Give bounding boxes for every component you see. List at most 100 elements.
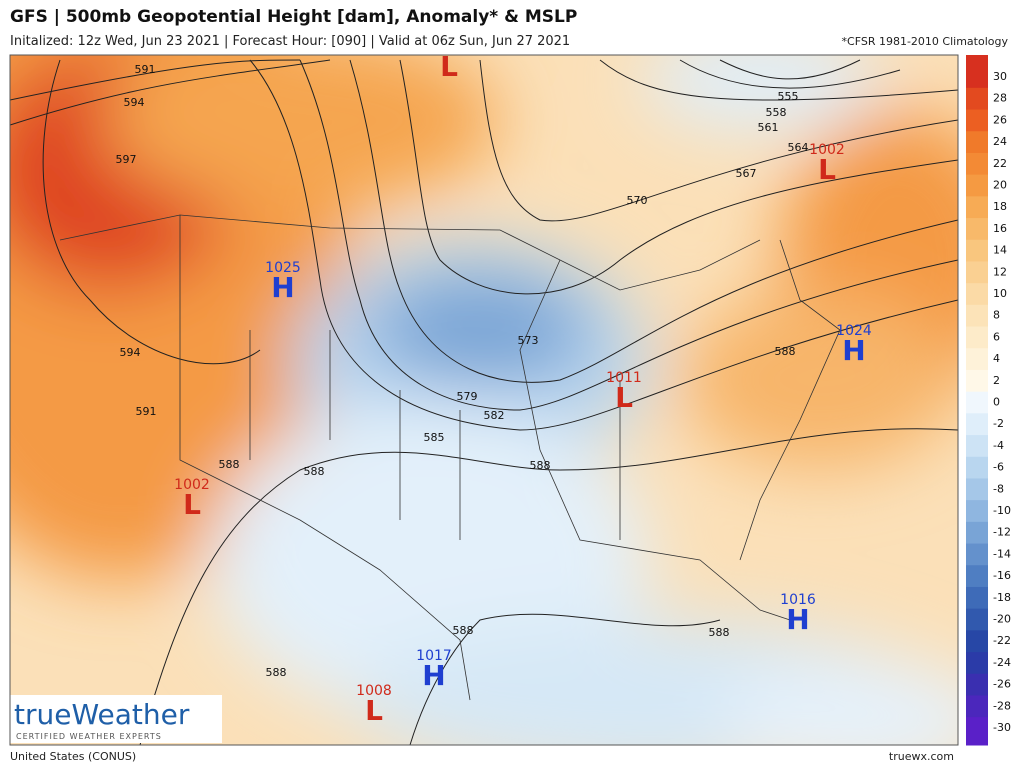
colorbar-segment (966, 109, 988, 132)
colorbar-label: 22 (993, 157, 1007, 170)
logo-name: trueWeather (14, 698, 190, 731)
pressure-value: 1002 (174, 477, 210, 493)
contour-label: 558 (766, 106, 787, 119)
colorbar-segment (966, 55, 988, 89)
colorbar-label: 18 (993, 200, 1007, 213)
pressure-value: 1017 (416, 648, 452, 664)
colorbar-label: 16 (993, 222, 1007, 235)
contour-label: 588 (266, 666, 287, 679)
colorbar-segment (966, 652, 988, 675)
colorbar-segment (966, 174, 988, 197)
colorbar-segment (966, 586, 988, 610)
colorbar-label: 8 (993, 309, 1000, 322)
pressure-value: 1016 (780, 592, 816, 608)
contour-label: 588 (219, 458, 240, 471)
contour-label: 591 (135, 63, 156, 76)
colorbar: 302826242220181614121086420-2-4-6-8-10-1… (966, 55, 1011, 746)
colorbar-label: 0 (993, 396, 1000, 409)
borders (59, 214, 841, 701)
colorbar-segment (966, 326, 988, 349)
contour-label: 588 (530, 459, 551, 472)
colorbar-segment (966, 196, 988, 219)
colorbar-segment (966, 543, 988, 566)
colorbar-segment (966, 369, 988, 393)
contour-label: 588 (304, 465, 325, 478)
colorbar-label: -26 (993, 678, 1011, 691)
contour-label: 570 (627, 194, 648, 207)
title: GFS | 500mb Geopotential Height [dam], A… (10, 7, 577, 27)
colorbar-label: -8 (993, 482, 1004, 495)
colorbar-label: -20 (993, 613, 1011, 626)
colorbar-label: -24 (993, 656, 1011, 669)
pressure-symbol: L (818, 153, 836, 186)
colorbar-label: 30 (993, 70, 1007, 83)
contour-label: 591 (136, 405, 157, 418)
colorbar-label: 6 (993, 330, 1000, 343)
pressure-symbol: L (183, 488, 201, 521)
contour-label: 585 (424, 431, 445, 444)
colorbar-label: -4 (993, 439, 1004, 452)
contour-label: 588 (709, 626, 730, 639)
contour-labels: 591 594 597 570 555 558 561 564 567 573 579 582 585 5… (116, 63, 809, 679)
contour-label: 573 (518, 334, 539, 347)
colorbar-segment (966, 131, 988, 154)
colorbar-segment (966, 608, 988, 631)
pressure-symbol: H (422, 659, 445, 692)
colorbar-label: 26 (993, 113, 1007, 126)
map-frame (9, 54, 959, 746)
colorbar-segment (966, 413, 988, 436)
colorbar-label: 2 (993, 374, 1000, 387)
colorbar-label: 10 (993, 287, 1007, 300)
pressure-value: 1025 (265, 260, 301, 276)
colorbar-label: 28 (993, 92, 1007, 105)
colorbar-segment (966, 435, 988, 458)
contour-label: 588 (453, 624, 474, 637)
pressure-value: 1011 (606, 370, 642, 386)
colorbar-label: 14 (993, 244, 1007, 257)
colorbar-segment (966, 304, 988, 328)
colorbar-label: 4 (993, 352, 1000, 365)
colorbar-segment (966, 87, 988, 111)
colorbar-label: -30 (993, 721, 1011, 734)
contour-label: 582 (484, 409, 505, 422)
footer-region: United States (CONUS) (10, 750, 136, 763)
footer-site: truewx.com (889, 750, 954, 763)
colorbar-segment (966, 695, 988, 718)
colorbar-label: -18 (993, 591, 1011, 604)
colorbar-label: -10 (993, 504, 1011, 517)
colorbar-label: 24 (993, 135, 1007, 148)
pressure-symbol: L (615, 381, 633, 414)
colorbar-label: -16 (993, 569, 1011, 582)
subtitle: Initalized: 12z Wed, Jun 23 2021 | Forec… (10, 34, 570, 49)
colorbar-label: -12 (993, 526, 1011, 539)
colorbar-segment (966, 717, 988, 746)
contour-label: 597 (116, 153, 137, 166)
colorbar-label: -22 (993, 634, 1011, 647)
pressure-symbol: H (842, 334, 865, 367)
colorbar-segment (966, 261, 988, 284)
pressure-symbol: H (271, 271, 294, 304)
colorbar-segment (966, 521, 988, 545)
contour-label: 594 (124, 96, 145, 109)
colorbar-segment (966, 673, 988, 696)
colorbar-label: 20 (993, 179, 1007, 192)
colorbar-segment (966, 218, 988, 241)
colorbar-label: -14 (993, 547, 1011, 560)
contour-label: 579 (457, 390, 478, 403)
pressure-systems: 1025H1010L1002L1024H1011L1002L1016H1017H… (174, 55, 872, 727)
contour-label: 561 (758, 121, 779, 134)
colorbar-segment (966, 565, 988, 588)
pressure-value: 1002 (809, 142, 845, 158)
pressure-value: 1024 (836, 323, 872, 339)
colorbar-segment (966, 283, 988, 306)
colorbar-label: -28 (993, 699, 1011, 712)
colorbar-segment (966, 239, 988, 262)
pressure-value: 1008 (356, 683, 392, 699)
logo-box (10, 695, 222, 743)
pressure-symbol: L (365, 694, 383, 727)
colorbar-segment (966, 630, 988, 653)
colorbar-segment (966, 152, 988, 176)
logo-tagline: CERTIFIED WEATHER EXPERTS (16, 732, 162, 741)
